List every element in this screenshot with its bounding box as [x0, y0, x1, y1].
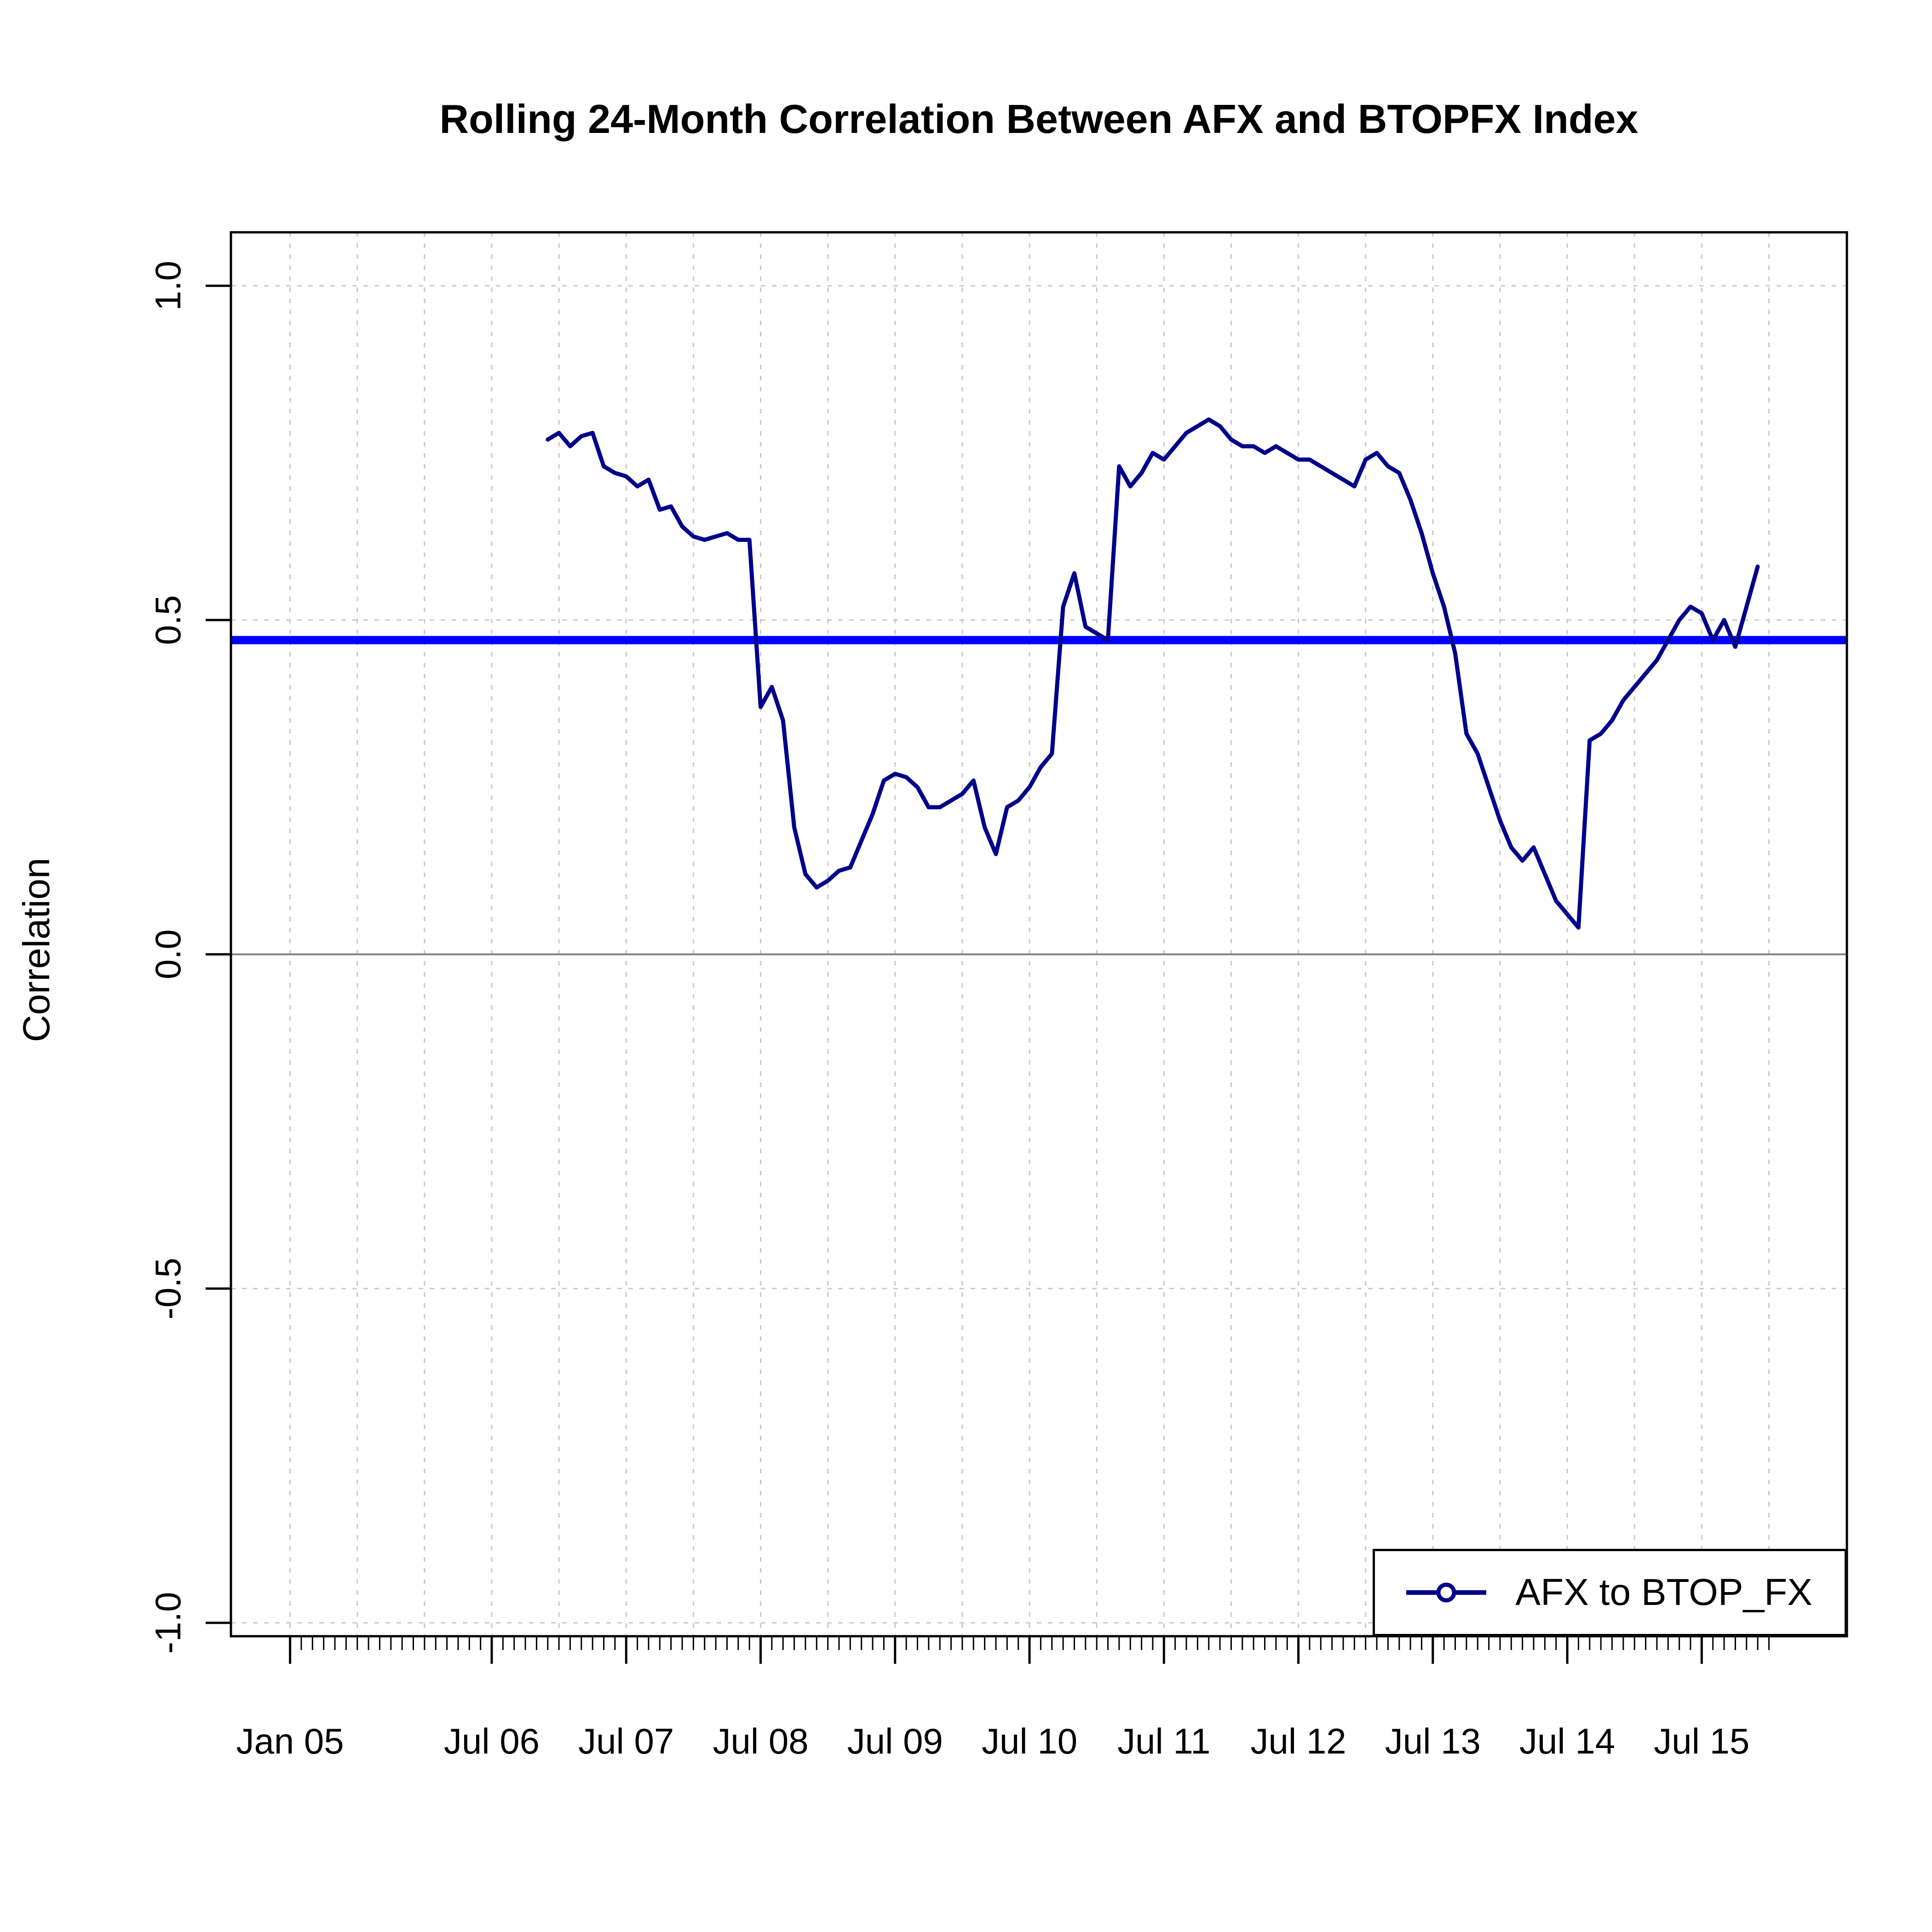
x-tick-label: Jul 15 [1654, 1721, 1749, 1761]
x-tick-label: Jul 07 [578, 1721, 674, 1761]
x-tick-label: Jul 11 [1117, 1721, 1210, 1761]
x-tick-label: Jul 09 [847, 1721, 943, 1761]
y-tick-label: 0.0 [148, 929, 188, 979]
x-tick-label: Jul 13 [1385, 1721, 1481, 1761]
y-tick-label: -0.5 [148, 1258, 188, 1319]
chart-title: Rolling 24-Month Correlation Between AFX… [439, 96, 1639, 142]
x-tick-label: Jul 08 [713, 1721, 808, 1761]
x-tick-label: Jul 10 [982, 1721, 1077, 1761]
y-tick-label: -1.0 [148, 1592, 188, 1654]
x-tick-label: Jul 12 [1250, 1721, 1346, 1761]
series-line [546, 417, 1760, 930]
x-tick-label: Jan 05 [236, 1721, 344, 1761]
legend-line-marker-icon [1406, 1582, 1487, 1603]
y-tick-label: 1.0 [148, 261, 188, 310]
x-tick-label: Jul 06 [444, 1721, 540, 1761]
plot-border [230, 231, 1848, 1638]
y-tick-label: 0.5 [148, 595, 188, 645]
legend-label: AFX to BTOP_FX [1515, 1571, 1812, 1613]
x-tick-label: Jul 14 [1519, 1721, 1615, 1761]
legend: AFX to BTOP_FX [1373, 1549, 1847, 1636]
